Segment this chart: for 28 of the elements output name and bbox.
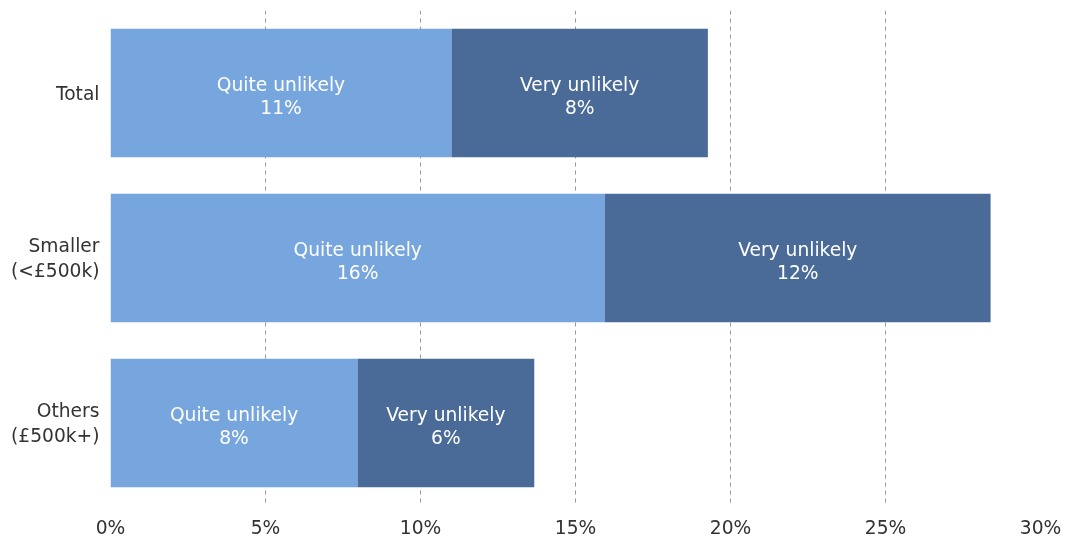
x-tick-label: 0% [95,516,126,538]
data-label: 6% [431,427,461,448]
series-label: Very unlikely [386,404,506,425]
series-label: Quite unlikely [293,239,422,260]
data-label: 16% [336,262,379,283]
y-tick-label: Others (£500k+) [11,399,100,447]
x-tick-label: 10% [399,516,442,538]
x-tick-label: 30% [1019,516,1062,538]
x-tick-label: 25% [864,516,907,538]
y-tick-label: Smaller (<£500k) [11,234,100,282]
y-tick-label: Total [54,82,100,104]
bar [451,28,708,158]
data-label: 11% [260,97,302,118]
bar [110,358,358,488]
x-tick-label: 5% [250,516,281,538]
bar [110,28,452,158]
text: Very unlikely [520,74,640,95]
data-label: 8% [219,427,249,448]
data-label: 12% [777,262,819,283]
x-tick-label: 20% [709,516,752,538]
text: Quite unlikely [169,404,299,425]
text: Quite unlikely [216,74,346,95]
bar [110,193,605,323]
bar [357,358,535,488]
text: Very unlikely [738,239,858,260]
data-label: 8% [564,97,595,118]
x-tick-label: 15% [554,516,597,538]
bar [604,193,991,323]
